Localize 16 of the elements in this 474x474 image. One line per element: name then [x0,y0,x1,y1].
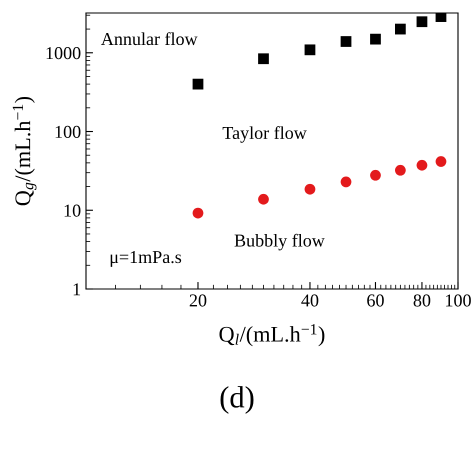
x-axis-title: Q$_{l}$/(mL.h$^{−1}$) [219,324,324,346]
annotation: Taylor flow [222,126,307,143]
annotation: μ=1mPa.s [110,251,182,267]
y-tick-label: 10 [64,204,80,217]
y-tick-label: 1 [74,283,80,296]
text: (d) [220,386,254,414]
y-tick-label: 100 [56,126,80,138]
annotation: Bubbly flow [234,234,325,250]
y-axis-title: Q$_{g}$/(mL.h$^{−1}$) [12,96,36,206]
annotation: Annular flow [101,32,198,46]
x-tick-label: 100 [446,294,471,307]
x-tick-label: 20 [190,294,206,307]
x-tick-label: 80 [414,294,430,307]
x-tick-label: 40 [301,294,318,307]
x-tick-label: 60 [367,294,384,307]
y-tick-label: 1000 [46,47,80,60]
